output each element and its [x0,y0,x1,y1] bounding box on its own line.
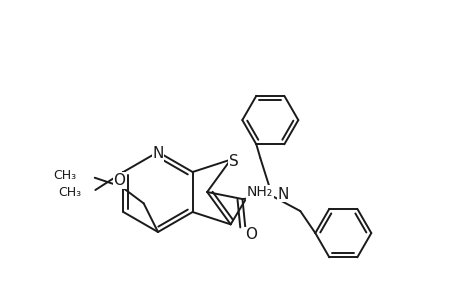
Text: O: O [245,227,257,242]
Text: O: O [113,173,125,188]
Text: CH₃: CH₃ [54,169,77,182]
Text: NH₂: NH₂ [246,185,273,200]
Text: S: S [228,154,238,169]
Text: N: N [152,146,163,161]
Text: N: N [277,187,288,202]
Text: CH₃: CH₃ [58,185,81,199]
